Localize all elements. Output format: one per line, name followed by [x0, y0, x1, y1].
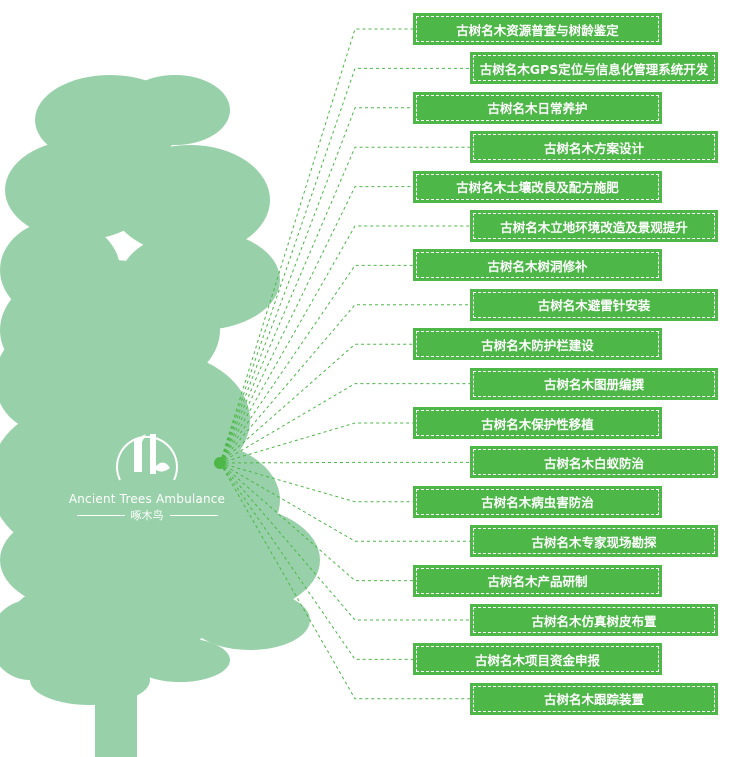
service-box: 古树名木土壤改良及配方施肥 [413, 170, 662, 203]
service-label: 古树名木树洞修补 [416, 252, 659, 279]
service-box: 古树名木立地环境改造及景观提升 [470, 210, 718, 242]
logo-chinese-name: 啄木鸟 [130, 509, 164, 522]
service-box: 古树名木防护栏建设 [413, 328, 662, 361]
connector-lines [219, 28, 470, 700]
service-box: 古树名木产品研制 [413, 564, 662, 597]
service-label: 古树名木白蚁防治 [473, 449, 715, 476]
connector-line [219, 28, 413, 464]
divider [169, 514, 218, 516]
connector-line [219, 462, 413, 582]
hub-dot [214, 457, 226, 469]
service-box: 古树名木树洞修补 [413, 249, 662, 282]
service-label: 古树名木图册编撰 [473, 370, 715, 397]
service-box: 古树名木GPS定位与信息化管理系统开发 [470, 52, 718, 85]
connector-line [219, 462, 470, 621]
connector-line [219, 107, 413, 464]
service-box: 古树名木白蚁防治 [470, 446, 718, 479]
service-label: 古树名木保护性移植 [416, 410, 659, 436]
service-label: 古树名木专家现场勘探 [473, 528, 715, 555]
connector-line [219, 462, 413, 503]
tree-canopy [0, 75, 320, 757]
service-box: 古树名木资源普查与树龄鉴定 [413, 13, 662, 45]
divider [76, 514, 125, 516]
service-label: 古树名木病虫害防治 [416, 488, 659, 515]
service-box: 古树名木方案设计 [470, 131, 718, 164]
connector-line [219, 264, 413, 464]
service-label: 古树名木资源普查与树龄鉴定 [416, 16, 659, 42]
service-label: 古树名木日常养护 [416, 94, 659, 121]
connector-line [219, 186, 413, 464]
service-label: 古树名木土壤改良及配方施肥 [416, 173, 659, 200]
service-box: 古树名木日常养护 [413, 91, 662, 124]
service-box: 古树名木避雷针安装 [470, 288, 718, 321]
connector-line [219, 304, 470, 464]
service-box: 古树名木图册编撰 [470, 367, 718, 400]
connector-line [219, 343, 413, 464]
connector-line [219, 383, 470, 464]
service-box: 古树名木仿真树皮布置 [470, 604, 718, 636]
service-label: 古树名木产品研制 [416, 567, 659, 594]
connector-line [219, 462, 413, 660]
connector-line [219, 67, 470, 464]
logo-english-name: Ancient Trees Ambulance [68, 492, 226, 506]
service-label: 古树名木防护栏建设 [416, 331, 659, 358]
service-label: 古树名木方案设计 [473, 134, 715, 161]
service-box: 古树名木保护性移植 [413, 407, 662, 439]
connector-line [219, 146, 470, 464]
logo: Ancient Trees Ambulance 啄木鸟 [62, 422, 232, 523]
service-label: 古树名木仿真树皮布置 [473, 607, 715, 633]
connector-line [219, 461, 470, 464]
service-box: 古树名木项目资金申报 [413, 643, 662, 676]
service-box: 古树名木跟踪装置 [470, 682, 718, 715]
woodpecker-on-tree-icon [116, 434, 178, 481]
service-box: 古树名木病虫害防治 [413, 485, 662, 518]
connector-line [219, 462, 470, 700]
connector-line [219, 462, 470, 542]
service-box: 古树名木专家现场勘探 [470, 525, 718, 558]
connector-line [219, 225, 470, 464]
service-label: 古树名木跟踪装置 [473, 685, 715, 712]
service-label: 古树名木GPS定位与信息化管理系统开发 [473, 55, 715, 82]
connector-line [219, 422, 413, 464]
service-label: 古树名木项目资金申报 [416, 646, 659, 673]
service-label: 古树名木立地环境改造及景观提升 [473, 213, 715, 239]
service-label: 古树名木避雷针安装 [473, 291, 715, 318]
